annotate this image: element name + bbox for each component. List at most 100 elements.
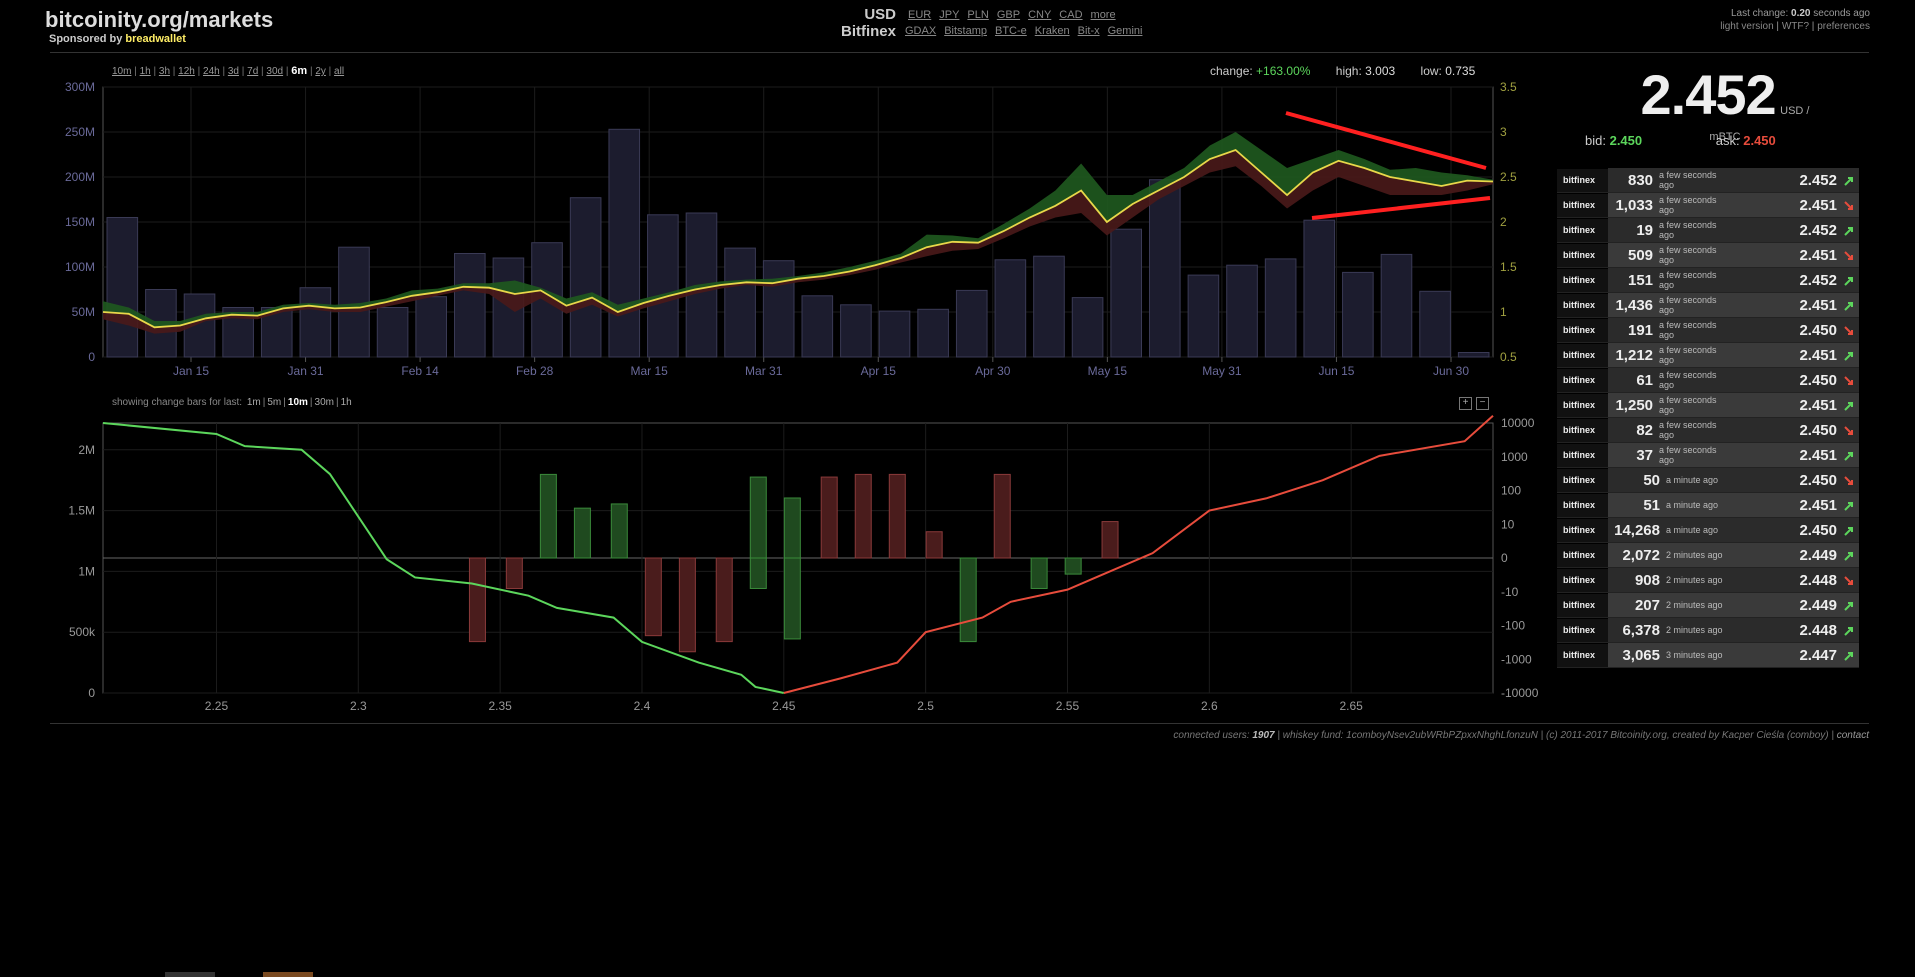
connected-count: 1907 bbox=[1252, 730, 1275, 741]
arrow-up-icon bbox=[1843, 499, 1855, 511]
trade-row: bitfinex 82 a few seconds ago 2.450 bbox=[1557, 418, 1859, 443]
trade-row: bitfinex 6,378 2 minutes ago 2.448 bbox=[1557, 618, 1859, 643]
timeframe-12h[interactable]: 12h bbox=[178, 66, 195, 77]
timeframe-24h[interactable]: 24h bbox=[203, 66, 220, 77]
separator: | bbox=[150, 66, 159, 77]
y-left-tick-label: 500k bbox=[69, 625, 96, 639]
trade-exchange: bitfinex bbox=[1557, 193, 1608, 218]
changebar-option-30m[interactable]: 30m bbox=[314, 397, 334, 408]
ask-label: ask: bbox=[1715, 133, 1740, 148]
volume-bar bbox=[1187, 274, 1220, 358]
trade-row: bitfinex 50 a minute ago 2.450 bbox=[1557, 468, 1859, 493]
volume-bar bbox=[376, 307, 409, 358]
x-tick-label: 2.35 bbox=[488, 699, 512, 713]
trade-exchange: bitfinex bbox=[1557, 643, 1608, 668]
currency-link-pln[interactable]: PLN bbox=[967, 9, 989, 21]
currency-link-eur[interactable]: EUR bbox=[908, 9, 932, 21]
timeframe-1h[interactable]: 1h bbox=[139, 66, 151, 77]
y-left-tick-label: 0 bbox=[88, 350, 95, 364]
arrow-up-icon bbox=[1843, 624, 1855, 636]
currency-link-more[interactable]: more bbox=[1090, 9, 1116, 21]
order-depth-chart[interactable]: 0500k1M1.5M2M-10000-1000-100-10010100100… bbox=[0, 400, 1560, 720]
volume-bar bbox=[762, 260, 795, 358]
changebar-option-1h[interactable]: 1h bbox=[340, 397, 352, 408]
trade-age: a few seconds ago bbox=[1659, 370, 1717, 390]
exchange-link-bit-x[interactable]: Bit-x bbox=[1077, 25, 1100, 37]
currency-link-gbp[interactable]: GBP bbox=[996, 9, 1021, 21]
footer: connected users: 1907 | whiskey fund: 1c… bbox=[1173, 730, 1869, 741]
trade-age: a minute ago bbox=[1666, 525, 1719, 535]
exchange-link-gemini[interactable]: Gemini bbox=[1107, 25, 1143, 37]
trade-price-cell: 2.451 bbox=[1724, 193, 1859, 218]
change-bar bbox=[749, 476, 767, 559]
volume-bar bbox=[106, 217, 139, 358]
trade-price: 2.448 bbox=[1799, 571, 1837, 589]
zoom-out-button[interactable]: − bbox=[1476, 397, 1489, 410]
trade-row: bitfinex 51 a minute ago 2.451 bbox=[1557, 493, 1859, 518]
trade-exchange: bitfinex bbox=[1557, 618, 1608, 643]
arrow-down-icon bbox=[1843, 374, 1855, 386]
change-bar bbox=[1030, 557, 1048, 589]
trade-age: a few seconds ago bbox=[1659, 420, 1717, 440]
currency-link-cad[interactable]: CAD bbox=[1059, 9, 1083, 21]
trade-amount-cell: 2,072 2 minutes ago bbox=[1608, 543, 1724, 568]
exchange-link-kraken[interactable]: Kraken bbox=[1034, 25, 1070, 37]
x-tick-label: 2.4 bbox=[634, 699, 651, 713]
low-label: low: bbox=[1420, 64, 1442, 78]
site-title[interactable]: bitcoinity.org/markets bbox=[45, 7, 274, 32]
timeframe-all[interactable]: all bbox=[334, 66, 345, 77]
trade-amount-cell: 1,436 a few seconds ago bbox=[1608, 293, 1724, 318]
changebar-option-5m[interactable]: 5m bbox=[267, 397, 282, 408]
trade-exchange: bitfinex bbox=[1557, 543, 1608, 568]
timeframe-3h[interactable]: 3h bbox=[158, 66, 171, 77]
y-right-tick-label: -1000 bbox=[1501, 652, 1532, 666]
trade-age: a few seconds ago bbox=[1659, 195, 1717, 215]
exchange-link-gdax[interactable]: GDAX bbox=[905, 25, 937, 37]
trade-amount-cell: 19 a few seconds ago bbox=[1608, 218, 1724, 243]
trade-amount: 61 bbox=[1636, 371, 1654, 389]
y-left-tick-label: 1M bbox=[78, 564, 95, 578]
bottom-swatch-orange bbox=[263, 972, 313, 977]
preferences-link[interactable]: preferences bbox=[1817, 21, 1870, 32]
exchange-link-btc-e[interactable]: BTC-e bbox=[994, 25, 1027, 37]
arrow-up-icon bbox=[1843, 299, 1855, 311]
trade-amount: 151 bbox=[1627, 271, 1654, 289]
low-value: 0.735 bbox=[1445, 64, 1476, 78]
separator: | bbox=[335, 397, 339, 408]
trade-price: 2.451 bbox=[1799, 296, 1837, 314]
changebar-option-10m[interactable]: 10m bbox=[287, 397, 308, 408]
sponsor-link[interactable]: breadwallet bbox=[125, 33, 186, 45]
trade-row: bitfinex 1,212 a few seconds ago 2.451 bbox=[1557, 343, 1859, 368]
timeframe-3d[interactable]: 3d bbox=[227, 66, 239, 77]
wtf-link[interactable]: WTF? bbox=[1781, 21, 1810, 32]
trade-age: 2 minutes ago bbox=[1666, 600, 1723, 610]
volume-bar bbox=[1110, 228, 1143, 358]
timeframe-30d[interactable]: 30d bbox=[266, 66, 284, 77]
trade-amount-cell: 830 a few seconds ago bbox=[1608, 168, 1724, 193]
separator: | bbox=[238, 66, 248, 77]
separator: | bbox=[309, 397, 313, 408]
arrow-up-icon bbox=[1843, 524, 1855, 536]
exchange-link-bitstamp[interactable]: Bitstamp bbox=[944, 25, 987, 37]
timeframe-10m[interactable]: 10m bbox=[112, 66, 132, 77]
arrow-down-icon bbox=[1843, 424, 1855, 436]
y-left-tick-label: 250M bbox=[65, 125, 95, 139]
change-bar bbox=[505, 557, 523, 589]
currency-link-cny[interactable]: CNY bbox=[1028, 9, 1052, 21]
timeframe-2y[interactable]: 2y bbox=[315, 66, 326, 77]
changebar-option-1m[interactable]: 1m bbox=[246, 397, 261, 408]
volume-bar bbox=[801, 295, 834, 358]
zoom-in-button[interactable]: + bbox=[1459, 397, 1472, 410]
timeframe-7d[interactable]: 7d bbox=[247, 66, 259, 77]
light-version-link[interactable]: light version bbox=[1720, 21, 1774, 32]
timeframe-6m[interactable]: 6m bbox=[291, 65, 308, 77]
price-volume-chart[interactable]: 0 50M 100M 150M 200M 250M 300M 0.5 1 1.5 2 2.5 3 3.5 J… bbox=[0, 0, 1560, 390]
change-label: change: bbox=[1210, 64, 1253, 78]
y-right-tick-label: 10000 bbox=[1501, 416, 1535, 430]
trade-age: a few seconds ago bbox=[1659, 345, 1717, 365]
contact-link[interactable]: contact bbox=[1836, 730, 1869, 741]
price-unit: USD / mBTC bbox=[1709, 105, 1810, 143]
trade-price: 2.450 bbox=[1799, 521, 1837, 539]
currency-link-jpy[interactable]: JPY bbox=[939, 9, 960, 21]
arrow-down-icon bbox=[1843, 324, 1855, 336]
